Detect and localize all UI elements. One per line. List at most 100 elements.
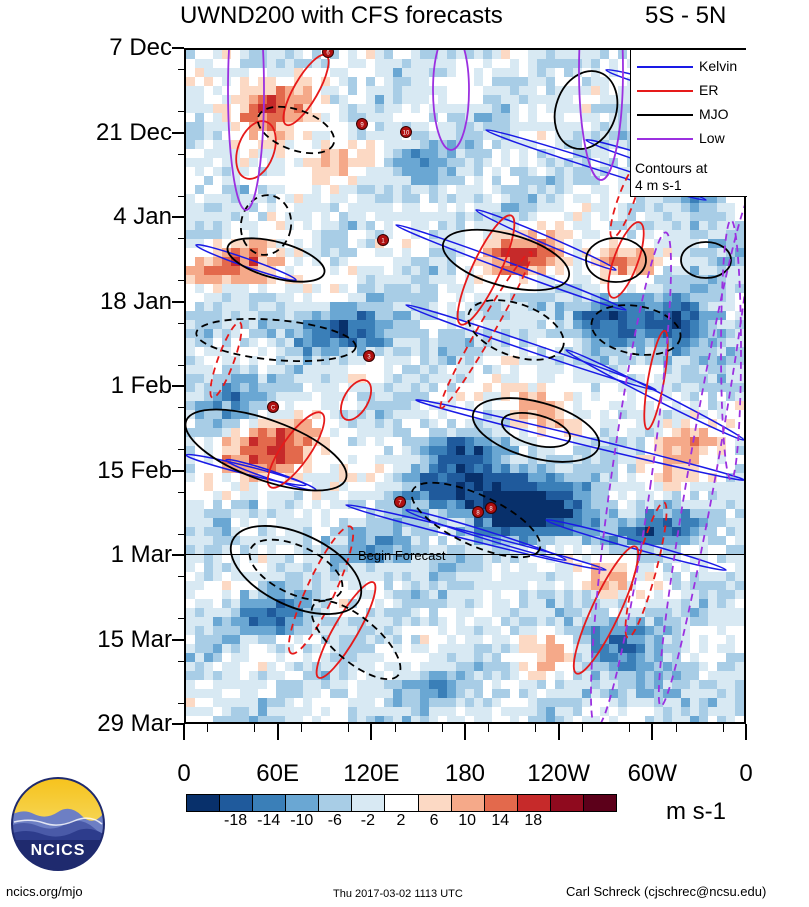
tc-marker: 8	[485, 502, 497, 514]
colorbar-cell	[318, 794, 353, 812]
low-contour	[227, 50, 265, 211]
colorbar-tick-label: -10	[290, 812, 314, 829]
y-minor-tick	[178, 576, 184, 578]
legend-item-low: Low	[631, 128, 747, 148]
mjo-contour	[441, 228, 571, 292]
y-tick	[172, 723, 184, 725]
x-minor-tick	[628, 724, 630, 732]
colorbar-cell	[483, 794, 518, 812]
y-tick-label: 1 Feb	[110, 372, 172, 399]
x-minor-tick	[675, 724, 677, 732]
x-tick-label: 60E	[256, 760, 299, 787]
mjo-contour	[585, 237, 647, 283]
chart-region: 5S - 5N	[645, 2, 727, 29]
kelvin-contour	[415, 399, 744, 481]
kelvin-contour	[545, 518, 727, 572]
mjo-contour	[310, 599, 402, 681]
mjo-contour	[553, 70, 619, 150]
legend-label-kelvin: Kelvin	[699, 58, 738, 74]
er-contour	[339, 379, 373, 421]
colorbar-cell	[582, 794, 617, 812]
x-tick	[651, 724, 654, 740]
colorbar-cell	[549, 794, 584, 812]
legend-swatch-mjo	[637, 114, 693, 116]
colorbar-cell	[384, 794, 419, 812]
mjo-contour	[256, 105, 336, 155]
y-minor-tick	[178, 153, 184, 155]
kelvin-contour	[405, 304, 657, 391]
chart-title: UWND200 with CFS forecasts	[180, 2, 503, 29]
svg-text:8: 8	[489, 507, 493, 513]
y-tick-label: 18 Jan	[99, 287, 172, 315]
svg-text:6: 6	[326, 51, 330, 57]
colorbar-tick-label: -6	[327, 812, 342, 829]
er-contour	[266, 411, 326, 489]
er-contour	[624, 501, 668, 639]
er-contour	[572, 545, 640, 675]
mjo-contour	[680, 241, 732, 279]
mjo-contour	[229, 525, 363, 615]
legend-label-mjo: MJO	[699, 106, 729, 122]
y-tick	[172, 469, 184, 472]
colorbar-cell	[351, 794, 386, 812]
mjo-contour	[467, 299, 565, 361]
tc-marker: 8	[472, 506, 484, 518]
y-minor-tick	[178, 238, 184, 240]
svg-text:9: 9	[360, 123, 364, 129]
legend: Kelvin ER MJO Low Contours at 4 m s-1	[630, 50, 747, 197]
kelvin-contour	[405, 508, 567, 562]
mjo-contour	[471, 397, 601, 463]
kelvin-contour	[395, 224, 627, 311]
tc-marker: 10	[400, 126, 412, 138]
y-tick	[172, 47, 184, 49]
legend-swatch-kelvin	[637, 66, 693, 68]
y-minor-tick	[178, 111, 184, 113]
y-tick	[172, 638, 184, 641]
x-tick	[276, 724, 279, 740]
mjo-contour	[195, 317, 357, 363]
footer-url[interactable]: ncics.org/mjo	[6, 884, 83, 899]
colorbar-tick-label: 14	[491, 812, 510, 829]
legend-swatch-er	[637, 90, 693, 92]
legend-label-er: ER	[699, 82, 719, 98]
forecast-label: Begin Forecast	[358, 548, 446, 563]
low-contour	[590, 231, 672, 722]
colorbar-cell	[417, 794, 452, 812]
footer-credit: Carl Schreck (cjschrec@ncsu.edu)	[566, 884, 767, 899]
er-contour	[643, 329, 669, 431]
x-tick-label: 120W	[527, 760, 590, 787]
x-minor-tick	[722, 724, 724, 732]
er-contour	[439, 251, 533, 409]
x-tick	[183, 724, 185, 740]
x-tick-label: 0	[739, 760, 753, 787]
y-tick-label: 4 Jan	[113, 203, 172, 230]
y-tick-label: 21 Dec	[95, 118, 172, 146]
x-minor-tick	[254, 724, 256, 732]
y-tick	[172, 216, 184, 218]
y-minor-tick	[178, 449, 184, 451]
x-tick	[370, 724, 373, 740]
colorbar-tick-label: -2	[360, 812, 376, 829]
er-contour	[456, 214, 516, 326]
colorbar-tick-label: -14	[257, 812, 281, 829]
y-tick-label: 7 Dec	[109, 34, 172, 61]
logo-text: NCICS	[30, 842, 86, 859]
colorbar-tick-label: -18	[224, 812, 248, 829]
svg-text:8: 8	[476, 511, 480, 517]
forecast-start-line	[186, 554, 744, 555]
x-tick-label: 60W	[627, 760, 677, 787]
legend-item-mjo: MJO	[631, 104, 747, 124]
svg-text:1: 1	[381, 239, 385, 245]
y-minor-tick	[178, 660, 184, 662]
legend-item-kelvin: Kelvin	[631, 56, 747, 76]
svg-text:3: 3	[367, 355, 371, 361]
tc-marker: 7	[394, 496, 406, 508]
low-contour	[720, 219, 742, 481]
y-minor-tick	[178, 322, 184, 324]
y-minor-tick	[178, 618, 184, 620]
y-minor-tick	[178, 407, 184, 409]
mjo-contour	[501, 412, 571, 448]
y-minor-tick	[178, 280, 184, 282]
colorbar-cell	[219, 794, 254, 812]
colorbar-tick-label: 6	[429, 812, 439, 829]
